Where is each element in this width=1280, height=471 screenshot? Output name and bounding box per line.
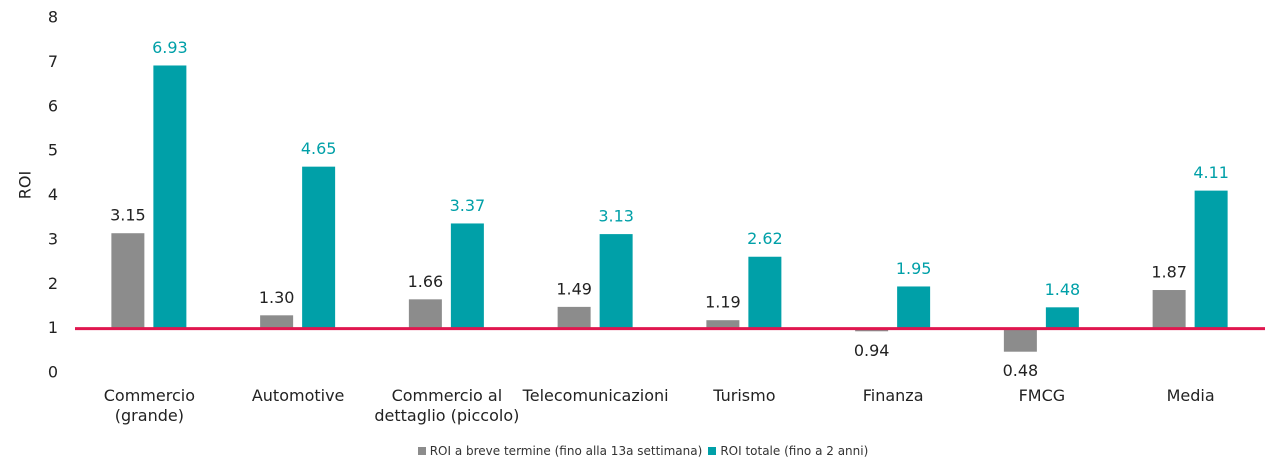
y-tick-label: 0 <box>48 363 58 382</box>
data-label: 1.95 <box>896 259 932 278</box>
x-tick-label: Commercio (grande) <box>103 386 195 425</box>
x-tick-label: Turismo <box>713 386 776 405</box>
data-label: 2.62 <box>747 229 783 248</box>
legend-swatch <box>708 447 717 455</box>
legend: ROI a breve termine (fino alla 13a setti… <box>0 444 1280 458</box>
bar <box>1194 190 1228 329</box>
bar <box>599 234 633 329</box>
x-tick-label: Finanza <box>862 386 924 405</box>
x-tick-label: Media <box>1166 386 1215 405</box>
bar <box>557 306 591 329</box>
x-tick-label: Telecomunicazioni <box>522 386 669 405</box>
data-label: 4.11 <box>1193 163 1229 182</box>
data-label: 3.37 <box>450 196 486 215</box>
data-label: 0.94 <box>854 341 890 360</box>
data-label: 0.48 <box>1003 361 1039 380</box>
x-tick-label: Commercio al dettaglio (piccolo) <box>374 386 520 425</box>
y-tick-label: 6 <box>48 96 58 115</box>
y-tick-label: 8 <box>48 8 58 27</box>
data-label: 1.87 <box>1151 263 1187 282</box>
bar <box>302 166 336 329</box>
bar <box>450 223 484 329</box>
y-tick-label: 5 <box>48 141 58 160</box>
y-tick-label: 2 <box>48 274 58 293</box>
y-tick-label: 1 <box>48 318 58 337</box>
y-tick-label: 4 <box>48 185 58 204</box>
legend-label: ROI totale (fino a 2 anni) <box>720 444 869 458</box>
data-label: 3.15 <box>110 206 146 225</box>
bar <box>748 256 782 329</box>
legend-swatch <box>417 447 426 455</box>
bar <box>897 286 931 329</box>
data-label: 6.93 <box>152 38 188 57</box>
bar <box>260 315 294 329</box>
bar <box>706 320 740 329</box>
bar <box>408 299 442 329</box>
y-axis-title: ROI <box>16 171 35 199</box>
data-label: 1.48 <box>1045 280 1081 299</box>
data-label: 4.65 <box>301 139 337 158</box>
legend-label: ROI a breve termine (fino alla 13a setti… <box>429 444 703 458</box>
data-label: 3.13 <box>598 207 634 226</box>
x-tick-label: FMCG <box>1018 386 1066 405</box>
bar <box>1003 328 1037 352</box>
data-label: 1.66 <box>408 272 444 291</box>
bar <box>153 65 187 329</box>
bar <box>111 233 145 329</box>
x-tick-label: Automotive <box>251 386 345 405</box>
y-tick-label: 3 <box>48 229 58 248</box>
bar <box>1045 307 1079 329</box>
data-label: 1.30 <box>259 288 295 307</box>
data-label: 1.49 <box>556 279 592 298</box>
data-label: 1.19 <box>705 293 741 312</box>
y-tick-label: 7 <box>48 52 58 71</box>
bar <box>1152 290 1186 329</box>
